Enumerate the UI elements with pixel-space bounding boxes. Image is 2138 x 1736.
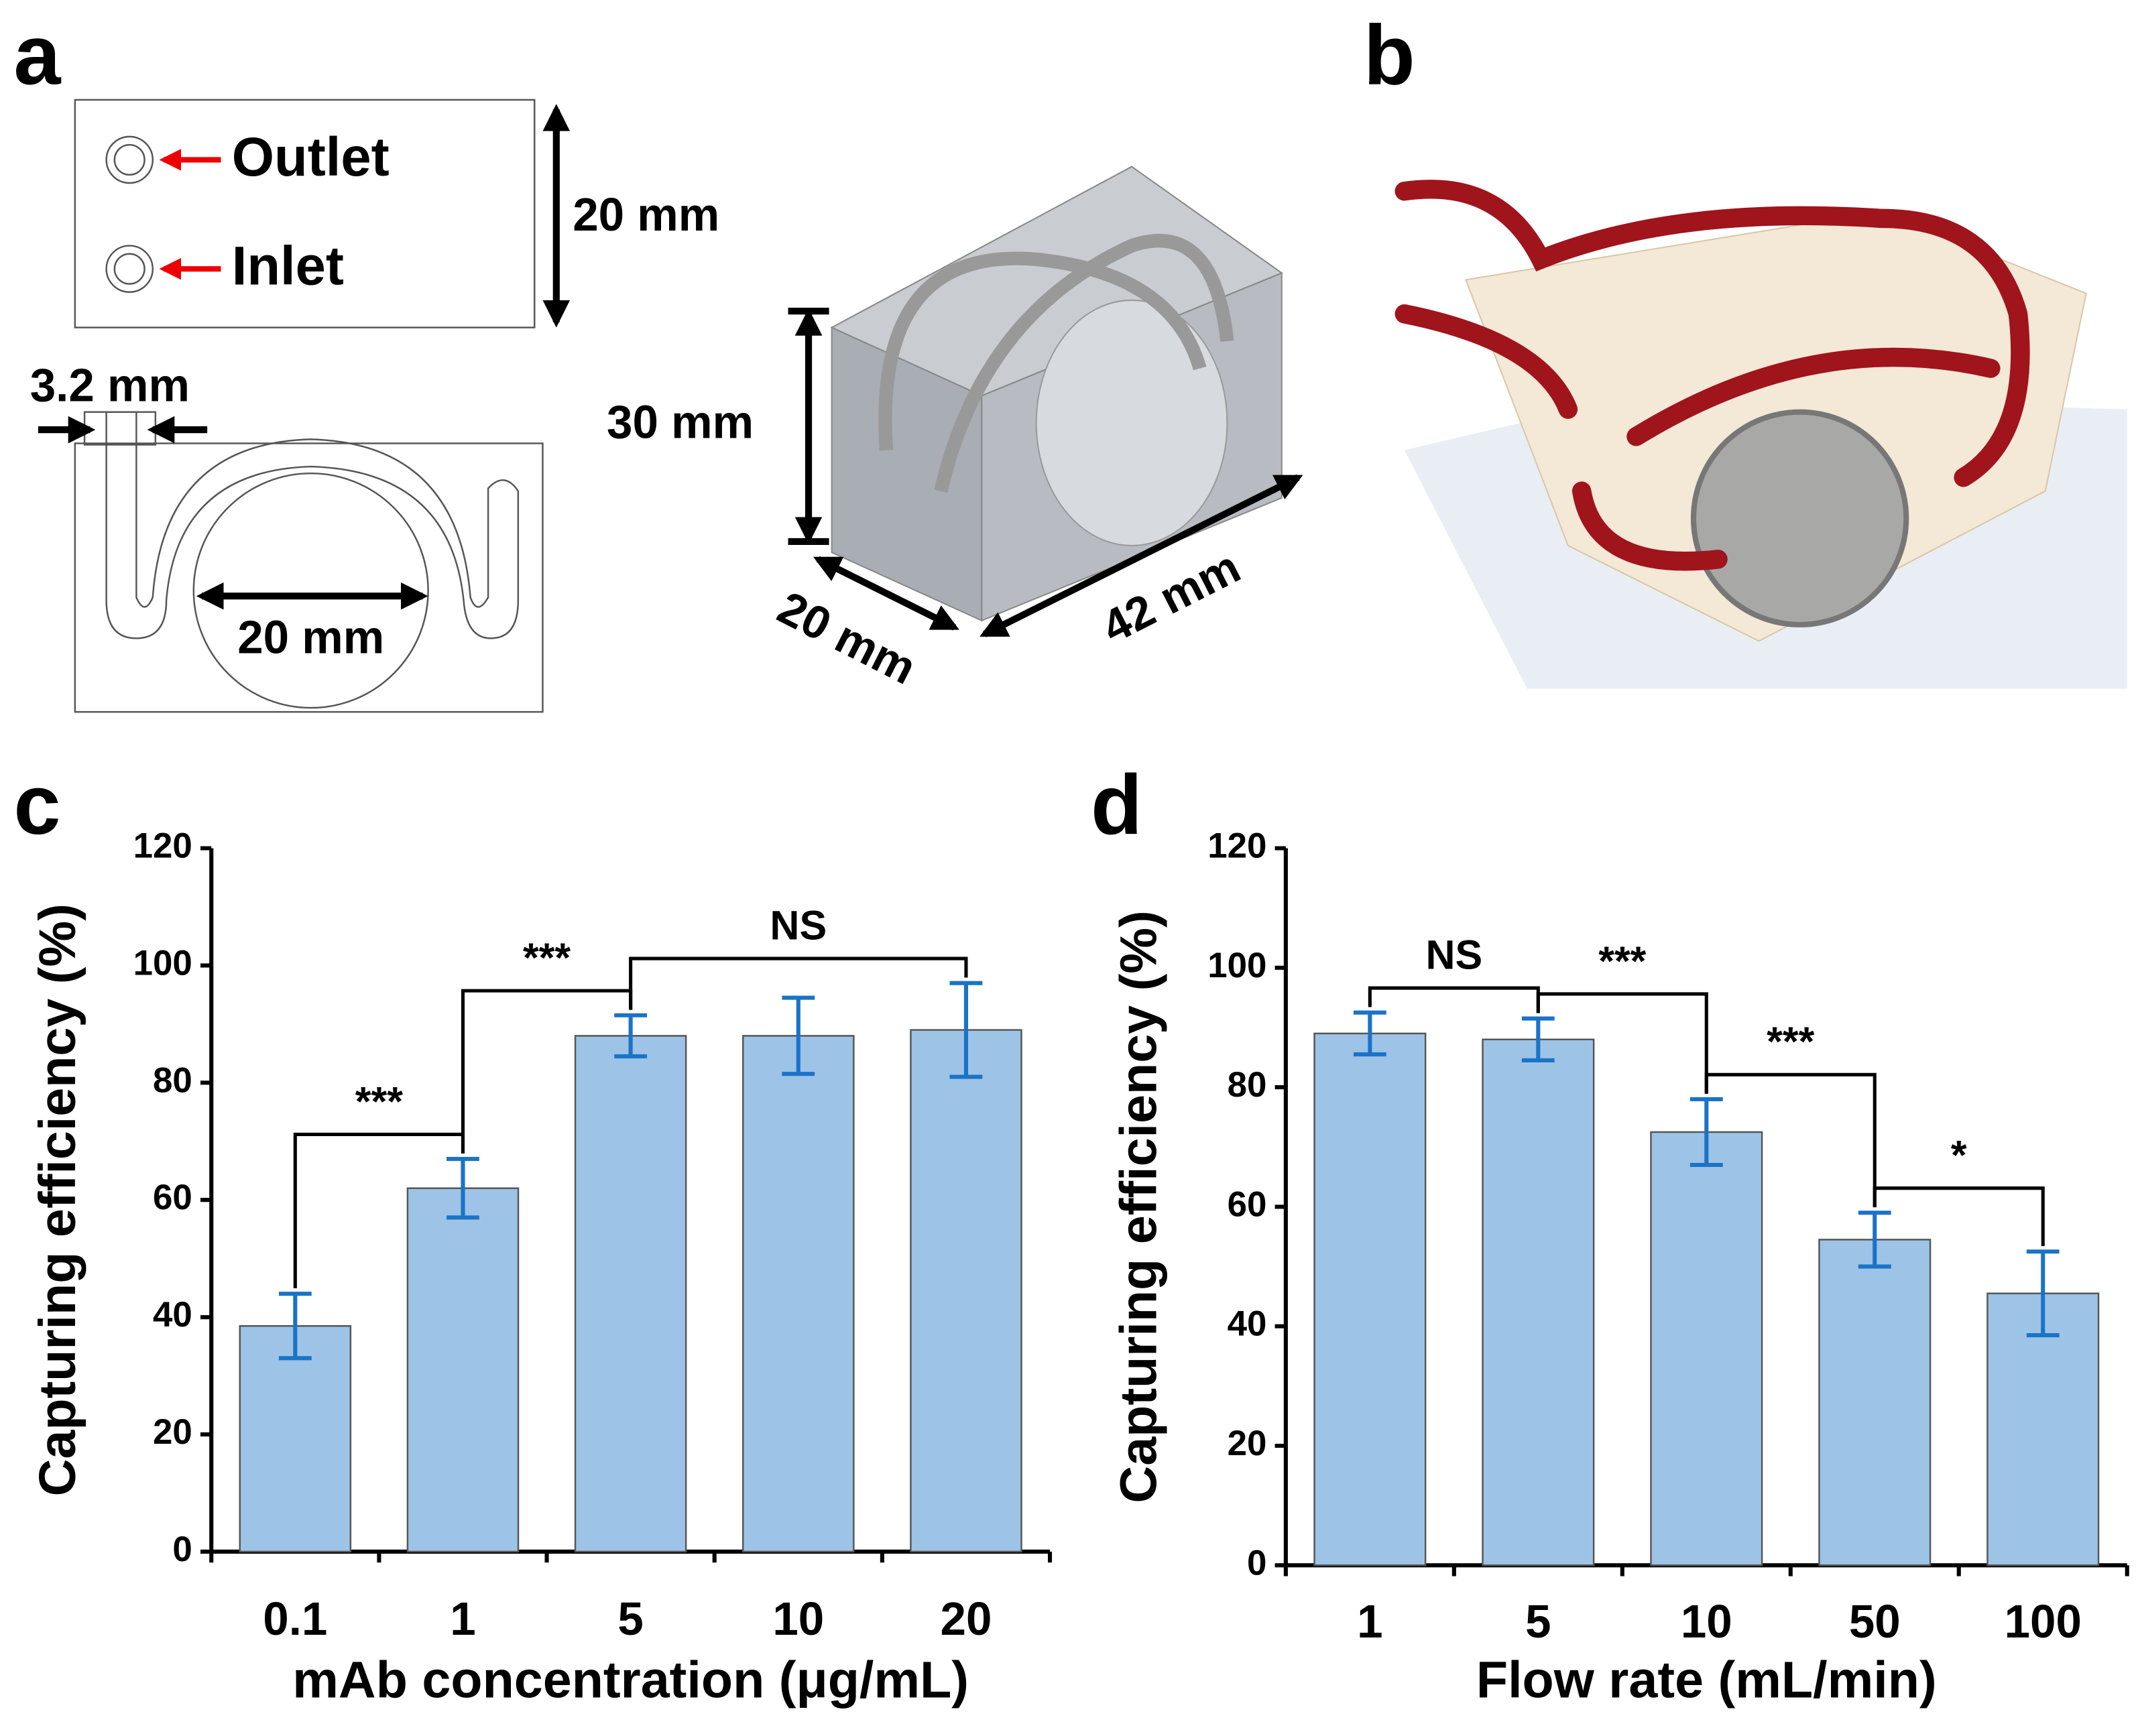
label: Outlet — [232, 127, 390, 188]
error-bar — [278, 1292, 312, 1361]
error-bar — [1858, 1211, 1891, 1269]
panel-label: b — [1364, 7, 1415, 102]
magnet — [1035, 299, 1228, 547]
y-tick-label: 20 — [153, 1412, 192, 1452]
bar — [910, 1029, 1022, 1553]
y-tick-label: 120 — [133, 826, 192, 865]
x-tick-label: 50 — [1849, 1595, 1901, 1648]
channel — [105, 411, 520, 639]
x-axis-label: mAb concentration (μg/mL) — [292, 1652, 969, 1709]
x-tick-label: 10 — [772, 1593, 824, 1645]
x-tick-label: 0.1 — [263, 1593, 327, 1645]
y-tick-label: 40 — [153, 1295, 192, 1335]
y-tick-label: 100 — [133, 943, 192, 983]
bar — [1818, 1239, 1932, 1566]
error-bar — [2026, 1249, 2060, 1338]
x-axis-label: Flow rate (mL/min) — [1476, 1652, 1937, 1709]
channel — [934, 234, 1234, 493]
y-tick-label: 100 — [1207, 946, 1266, 985]
dimension-label: 3.2 mm — [30, 359, 190, 411]
top-view: Outlet Inlet 20 mm — [74, 99, 719, 328]
y-tick-label: 0 — [1247, 1543, 1266, 1583]
port — [105, 135, 154, 184]
inlet — [83, 411, 157, 446]
outline — [74, 442, 544, 713]
significance-label: *** — [1767, 1019, 1814, 1064]
bar — [742, 1035, 855, 1553]
face — [830, 166, 1283, 397]
significance-bracket — [1704, 1072, 1877, 1208]
tubing — [1394, 180, 2030, 571]
dimension — [813, 556, 959, 631]
panel-label: a — [13, 7, 61, 102]
front-view: 3.2 mm 20 mm — [30, 359, 544, 713]
bar — [574, 1035, 687, 1553]
x-tick-label: 20 — [941, 1593, 992, 1645]
y-axis-label: Capturing efficiency (%) — [1110, 910, 1168, 1503]
x-tick-label: 5 — [617, 1593, 643, 1645]
dimension-label: 20 mm — [237, 611, 384, 664]
y-axis-label: Capturing efficiency (%) — [29, 904, 86, 1496]
outline — [74, 99, 536, 328]
error-bar — [949, 981, 983, 1079]
device-photo — [1394, 164, 2127, 689]
error-bar — [447, 1156, 479, 1220]
y-tick-label: 80 — [153, 1060, 192, 1100]
y-tick-label: 0 — [172, 1530, 192, 1569]
x-tick-label: 10 — [1681, 1595, 1732, 1648]
y-tick-label: 60 — [153, 1178, 192, 1217]
port — [105, 245, 154, 293]
x-tick-label: 1 — [450, 1593, 475, 1645]
x-tick-label: 100 — [2005, 1595, 2082, 1648]
dimension-label: 20 mm — [573, 188, 719, 241]
panel-label: c — [13, 757, 60, 852]
bar — [1650, 1131, 1763, 1566]
dimension — [979, 474, 1303, 637]
box-3d: 30 mm 20 mm 42 mm — [607, 166, 1303, 694]
bar — [406, 1187, 520, 1553]
x-tick-label: 1 — [1357, 1595, 1382, 1648]
significance-bracket — [629, 956, 968, 1010]
y-tick-label: 80 — [1228, 1065, 1267, 1105]
x-tick-label: 5 — [1525, 1595, 1551, 1648]
y-tick-label: 40 — [1228, 1304, 1267, 1344]
panel-label: d — [1091, 757, 1142, 852]
bar — [1482, 1038, 1595, 1566]
error-bar — [1689, 1097, 1723, 1168]
error-bar — [1353, 1010, 1386, 1057]
magnet — [1690, 409, 1909, 628]
significance-label: * — [1951, 1132, 1967, 1178]
y-tick-label: 120 — [1207, 826, 1266, 865]
bar — [239, 1325, 352, 1553]
significance-label: NS — [770, 902, 827, 948]
dimension-label: 30 mm — [607, 395, 754, 448]
significance-label: *** — [355, 1078, 403, 1124]
magnet — [192, 472, 429, 709]
error-bar — [614, 1013, 648, 1059]
significance-label: NS — [1425, 932, 1482, 977]
y-tick-label: 60 — [1228, 1184, 1267, 1224]
label: Inlet — [232, 236, 344, 297]
significance-label: *** — [523, 935, 571, 981]
channel — [878, 251, 1207, 451]
significance-bracket — [1368, 986, 1540, 1013]
port — [113, 253, 145, 285]
significance-label: *** — [1598, 938, 1646, 983]
error-bar — [782, 995, 815, 1076]
bar — [1313, 1032, 1427, 1566]
error-bar — [1521, 1016, 1555, 1063]
y-tick-label: 20 — [1228, 1424, 1267, 1463]
bar — [1986, 1292, 2100, 1566]
significance-bracket — [1536, 992, 1708, 1094]
port — [113, 143, 145, 176]
significance-bracket — [1873, 1186, 2045, 1247]
